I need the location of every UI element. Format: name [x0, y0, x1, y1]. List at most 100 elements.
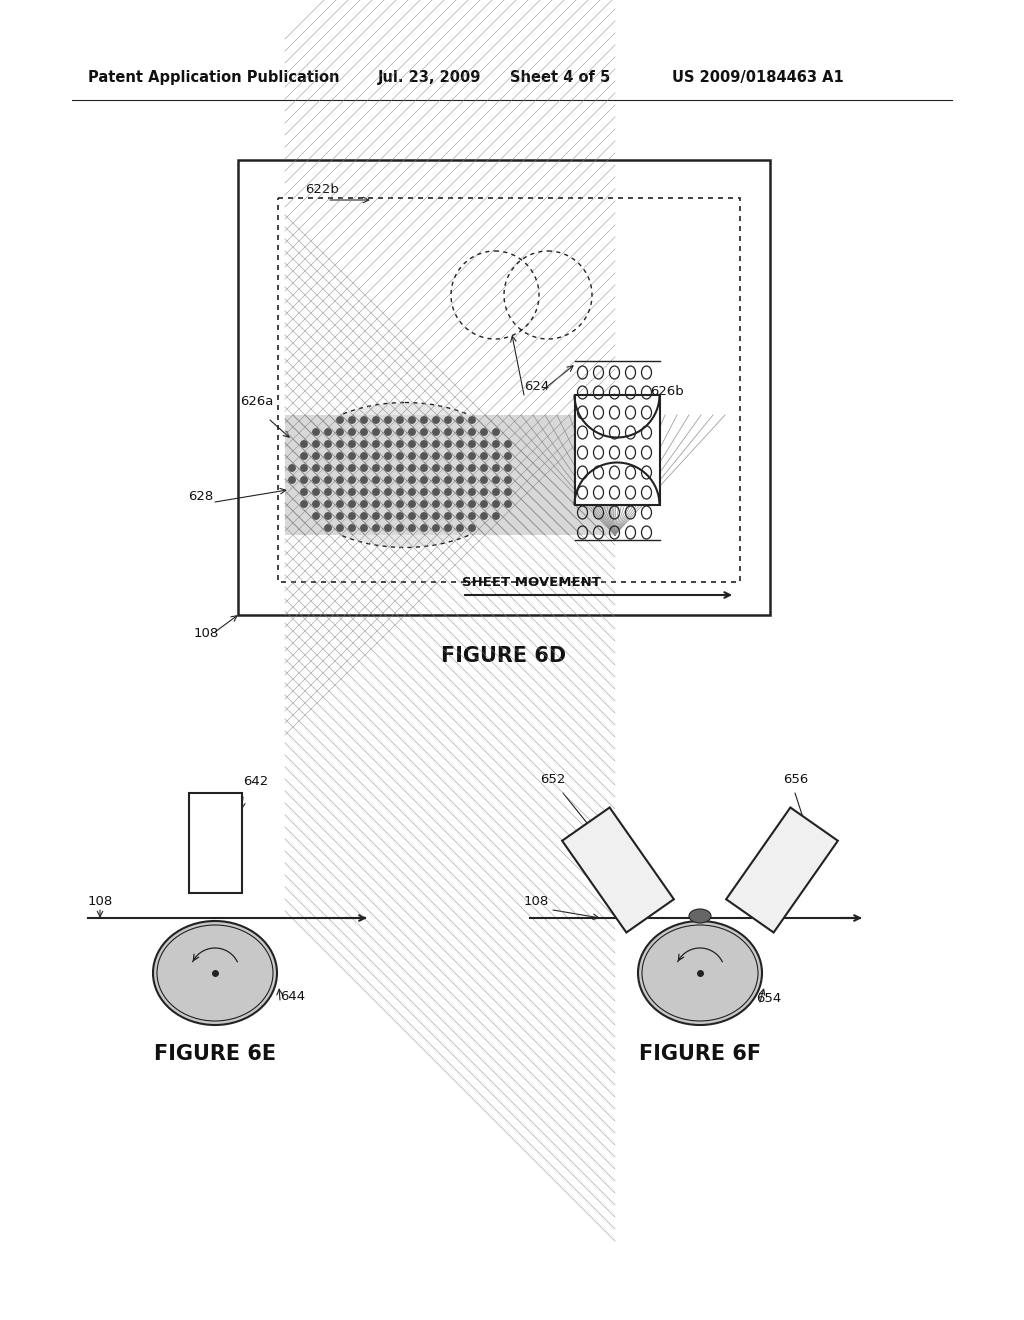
Text: 652: 652 — [540, 774, 565, 785]
Circle shape — [457, 417, 463, 424]
Circle shape — [409, 453, 415, 459]
Ellipse shape — [638, 921, 762, 1026]
Text: 622b: 622b — [305, 183, 339, 195]
Text: 108: 108 — [524, 895, 549, 908]
Circle shape — [397, 417, 403, 424]
Circle shape — [397, 453, 403, 459]
Circle shape — [373, 500, 379, 507]
Circle shape — [385, 512, 391, 519]
Circle shape — [373, 512, 379, 519]
Circle shape — [397, 429, 403, 436]
Circle shape — [373, 453, 379, 459]
Circle shape — [409, 429, 415, 436]
Circle shape — [409, 500, 415, 507]
Circle shape — [493, 429, 500, 436]
Circle shape — [337, 512, 343, 519]
Circle shape — [289, 465, 295, 471]
Circle shape — [469, 525, 475, 531]
Text: FIGURE 6F: FIGURE 6F — [639, 1044, 761, 1064]
Circle shape — [397, 512, 403, 519]
Circle shape — [349, 525, 355, 531]
Circle shape — [325, 512, 331, 519]
Circle shape — [444, 441, 452, 447]
Text: 108: 108 — [88, 895, 114, 908]
Circle shape — [349, 500, 355, 507]
Circle shape — [360, 488, 368, 495]
Circle shape — [349, 429, 355, 436]
Text: 624: 624 — [524, 380, 549, 393]
Circle shape — [481, 465, 487, 471]
Circle shape — [373, 477, 379, 483]
Circle shape — [373, 417, 379, 424]
Circle shape — [421, 441, 427, 447]
Circle shape — [385, 417, 391, 424]
Circle shape — [337, 488, 343, 495]
Circle shape — [397, 465, 403, 471]
Circle shape — [337, 525, 343, 531]
Text: SHEET MOVEMENT: SHEET MOVEMENT — [462, 576, 601, 589]
Circle shape — [325, 477, 331, 483]
Circle shape — [433, 477, 439, 483]
Ellipse shape — [689, 909, 711, 923]
Circle shape — [444, 417, 452, 424]
Circle shape — [301, 453, 307, 459]
Circle shape — [421, 417, 427, 424]
Circle shape — [505, 465, 511, 471]
Circle shape — [385, 441, 391, 447]
Circle shape — [373, 465, 379, 471]
Circle shape — [385, 453, 391, 459]
Circle shape — [444, 429, 452, 436]
Circle shape — [373, 525, 379, 531]
Ellipse shape — [153, 921, 278, 1026]
Circle shape — [493, 488, 500, 495]
Circle shape — [444, 500, 452, 507]
Bar — [188, 793, 242, 894]
Polygon shape — [562, 808, 674, 932]
Circle shape — [493, 512, 500, 519]
Circle shape — [433, 512, 439, 519]
Circle shape — [444, 465, 452, 471]
Circle shape — [373, 429, 379, 436]
Circle shape — [444, 453, 452, 459]
Circle shape — [325, 500, 331, 507]
Circle shape — [469, 417, 475, 424]
Text: FIGURE 6E: FIGURE 6E — [154, 1044, 276, 1064]
Circle shape — [469, 477, 475, 483]
Circle shape — [312, 465, 319, 471]
Circle shape — [325, 465, 331, 471]
Circle shape — [457, 512, 463, 519]
Circle shape — [505, 488, 511, 495]
Circle shape — [481, 441, 487, 447]
Circle shape — [397, 477, 403, 483]
Circle shape — [481, 429, 487, 436]
Circle shape — [337, 441, 343, 447]
Circle shape — [457, 465, 463, 471]
Circle shape — [505, 477, 511, 483]
Circle shape — [360, 441, 368, 447]
Circle shape — [433, 465, 439, 471]
Circle shape — [457, 453, 463, 459]
Text: US 2009/0184463 A1: US 2009/0184463 A1 — [672, 70, 844, 84]
Circle shape — [433, 453, 439, 459]
Circle shape — [360, 512, 368, 519]
Circle shape — [493, 441, 500, 447]
Circle shape — [349, 465, 355, 471]
Circle shape — [444, 525, 452, 531]
Circle shape — [397, 525, 403, 531]
Circle shape — [469, 500, 475, 507]
Circle shape — [325, 525, 331, 531]
Circle shape — [312, 488, 319, 495]
Circle shape — [421, 525, 427, 531]
Circle shape — [385, 465, 391, 471]
Text: 644: 644 — [280, 990, 305, 1003]
Circle shape — [433, 525, 439, 531]
Circle shape — [349, 512, 355, 519]
Ellipse shape — [290, 403, 520, 548]
Text: 628: 628 — [188, 490, 213, 503]
Circle shape — [457, 441, 463, 447]
Circle shape — [385, 525, 391, 531]
Circle shape — [457, 525, 463, 531]
Circle shape — [469, 453, 475, 459]
Circle shape — [397, 488, 403, 495]
Circle shape — [457, 500, 463, 507]
